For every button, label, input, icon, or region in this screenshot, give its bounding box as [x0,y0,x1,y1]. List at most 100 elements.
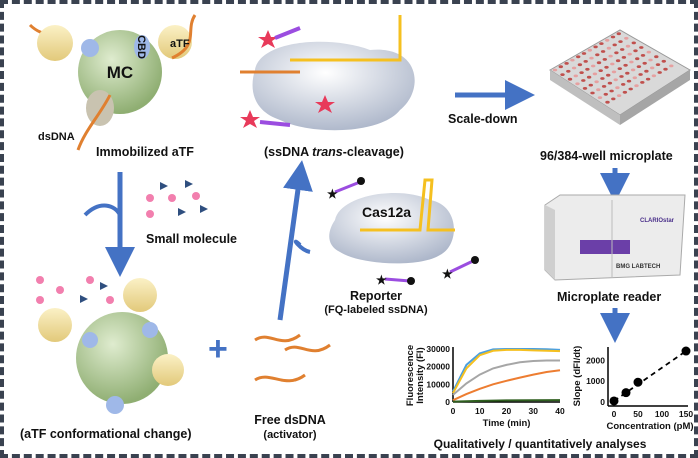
plus-icon: + [208,330,228,368]
well [655,63,661,66]
well [632,76,637,80]
small-molecule-label: Small molecule [146,232,237,246]
scale-down-label: Scale-down [448,112,517,126]
x-axis-label: Concentration (pM) [606,421,693,432]
well [627,52,632,56]
series-line-2 [452,359,560,396]
well [619,75,624,78]
well [651,74,657,78]
well [575,82,580,86]
well [587,48,592,52]
y-axis-label-line1: Fluorescence [405,345,416,406]
well [657,71,662,74]
well [610,62,615,66]
series-line-0 [452,348,561,392]
well [645,77,651,81]
immobilized-atf-illustration: MC CBD aTF dsDNA Immobilized aTF [28,14,197,159]
well [642,61,647,65]
well [604,65,609,69]
well [608,54,613,58]
well [607,81,613,85]
well [597,96,603,99]
small-molecules [146,180,208,218]
well [589,56,594,60]
well [669,64,674,68]
x-tick-label: 10 [475,406,485,416]
well [585,67,590,71]
x-tick-label: 30 [529,406,539,416]
fluorophore-star-icon: ★ [327,187,338,201]
well [646,50,651,54]
fluorophore-star-icon: ★ [376,273,387,287]
x-tick-label: 0 [451,406,456,416]
immobilized-atf-label: Immobilized aTF [96,145,194,159]
well [583,60,588,63]
well [594,80,599,84]
x-tick-label: 0 [612,409,617,419]
well [586,75,592,79]
fit-line [613,350,687,402]
well [596,61,602,65]
data-point [609,396,619,406]
well [638,73,643,76]
well [618,40,623,43]
x-axis-label: Time (min) [483,418,531,429]
fluorescence-time-chart: 0 10 20 30 40 0 10000 20000 30000 Time (min) Fluor… [405,344,565,429]
well [614,51,619,55]
well [629,60,634,64]
well [606,46,612,50]
well [592,72,598,76]
microplate-reader-icon: CLARIOstar BMG LABTECH [544,194,686,281]
well [654,55,659,59]
dsdna-helix-icon [171,14,197,60]
well [558,65,563,69]
well [605,100,610,104]
well [588,83,593,87]
y-tick-label: 20000 [426,362,450,372]
well [624,36,629,40]
well [644,69,649,73]
well [605,38,610,42]
well [626,79,632,83]
dsdna-helix-icon [76,94,112,151]
data-point [681,346,691,356]
well [581,52,587,55]
dsdna-label: dsDNA [38,131,75,143]
well [616,94,622,97]
slope-concentration-chart: 0 50 100 150 0 1000 2000 Concentration (pM) Slop… [572,346,694,432]
well [625,44,631,48]
well [571,66,577,70]
well [616,32,621,36]
binding-hook-arrow [293,239,311,254]
well [603,92,608,96]
well [582,87,588,90]
well [633,49,638,53]
well [634,84,639,88]
cbd-label: CBD [135,35,147,59]
y-axis-label: Slope (dFI/dt) [572,346,583,407]
well [600,50,606,53]
y-axis-label-line2: Intensity (FI) [415,347,426,403]
well [610,35,616,39]
cbd-icon [134,35,150,59]
well [631,41,636,45]
reporter-label: Reporter [350,289,402,303]
well [593,45,598,49]
well [606,73,611,77]
y-tick-label: 2000 [586,355,605,365]
well [613,78,618,82]
well [617,67,622,70]
data-point [633,377,643,387]
well [595,53,600,57]
microplate-icon [549,29,691,125]
well [602,58,607,61]
fluorophore-star-icon: ★ [442,267,453,281]
up-arrow [277,160,313,321]
well [623,63,628,67]
well [639,46,644,49]
well [628,87,633,91]
trans-cleavage-italic: trans [312,145,343,159]
trans-cleavage-label: (ssDNA trans-cleavage) [264,145,404,159]
well [611,97,616,101]
